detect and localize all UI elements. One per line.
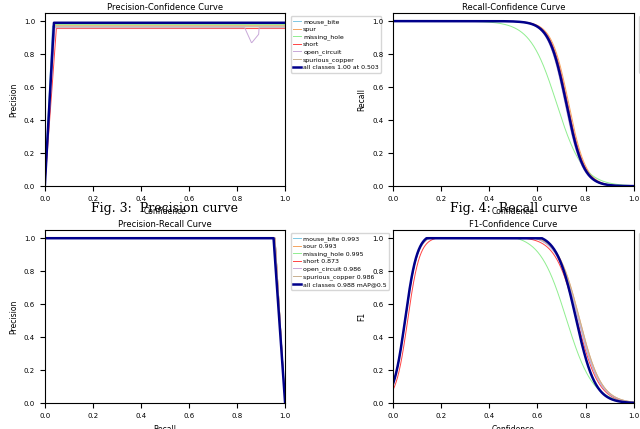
Y-axis label: F1: F1 xyxy=(358,312,367,321)
Y-axis label: Precision: Precision xyxy=(9,82,19,117)
Legend: mouse_bite, spur, missing_hole, short, open_circuit, spurious_copper, all classe: mouse_bite, spur, missing_hole, short, o… xyxy=(639,16,640,73)
Title: Precision-Recall Curve: Precision-Recall Curve xyxy=(118,220,212,229)
X-axis label: Confidence: Confidence xyxy=(492,208,535,217)
X-axis label: Recall: Recall xyxy=(154,425,177,429)
X-axis label: Confidence: Confidence xyxy=(492,425,535,429)
Y-axis label: Recall: Recall xyxy=(358,88,367,111)
Y-axis label: Precision: Precision xyxy=(9,299,19,334)
Title: F1-Confidence Curve: F1-Confidence Curve xyxy=(469,220,557,229)
Legend: mouse_bite, spur, missing_hole, short, open_circuit, spurious_copper, all classe: mouse_bite, spur, missing_hole, short, o… xyxy=(639,233,640,290)
Title: Recall-Confidence Curve: Recall-Confidence Curve xyxy=(461,3,565,12)
Legend: mouse_bite, spur, missing_hole, short, open_circuit, spurious_copper, all classe: mouse_bite, spur, missing_hole, short, o… xyxy=(291,16,381,73)
Title: Precision-Confidence Curve: Precision-Confidence Curve xyxy=(107,3,223,12)
Legend: mouse_bite 0.993, sour 0.993, missing_hole 0.995, short 0.873, open_circuit 0.98: mouse_bite 0.993, sour 0.993, missing_ho… xyxy=(291,233,389,290)
Text: Fig. 3:  Precision curve: Fig. 3: Precision curve xyxy=(92,202,239,214)
X-axis label: Confidence: Confidence xyxy=(143,208,186,217)
Text: Fig. 4:  Recall curve: Fig. 4: Recall curve xyxy=(450,202,577,214)
